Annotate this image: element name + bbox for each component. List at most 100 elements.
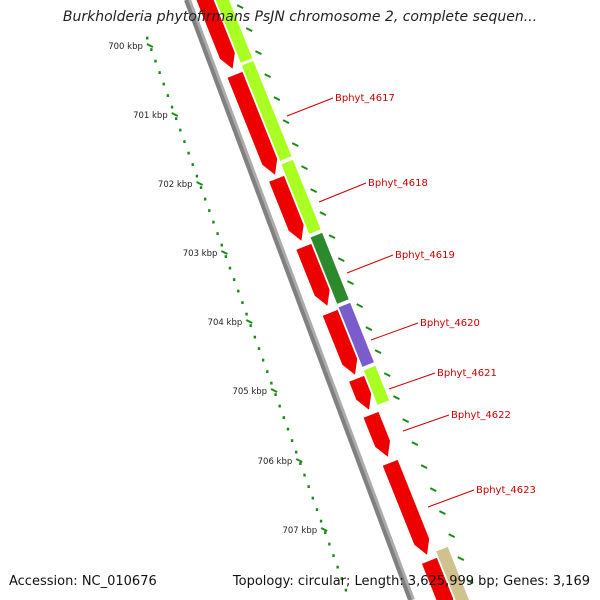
accession-text: Accession: NC_010676	[9, 574, 157, 589]
scale-dot	[212, 220, 215, 224]
cds-arrow	[269, 175, 304, 241]
outer-tick-mark	[429, 487, 437, 493]
scale-tick-mark	[295, 458, 303, 463]
gene-labels: Bphyt_4617 Bphyt_4618 Bphyt_4619 Bphyt_4620…	[286, 93, 536, 508]
outer-tick-mark	[439, 510, 446, 516]
scale-dot	[261, 358, 265, 362]
scale-dot	[237, 289, 240, 293]
scale-tick-label: 705 kbp	[232, 387, 267, 397]
outer-tick-mark	[236, 4, 244, 10]
gene-leader-line	[286, 97, 334, 117]
scale-dot	[303, 473, 306, 477]
gene-label: Bphyt_4618	[368, 178, 428, 189]
outer-tick-mark	[245, 27, 253, 33]
outer-tick-mark	[457, 556, 465, 562]
outer-tick-mark	[393, 395, 400, 401]
scale-dot	[332, 554, 335, 557]
cds-arrow	[349, 375, 372, 410]
gene-leader-line	[388, 372, 436, 390]
scale-dot	[266, 370, 269, 373]
scale-dot	[307, 485, 310, 488]
backbone-line	[184, 0, 412, 600]
scale-dot	[179, 128, 182, 132]
gene-leader-line	[402, 414, 450, 432]
scale-dot	[336, 565, 339, 569]
outer-tick-mark	[291, 142, 299, 148]
map-title: Burkholderia phytofirmans PsJN chromosom…	[62, 9, 538, 25]
scale-dot	[203, 197, 207, 201]
outer-tick-mark	[383, 372, 391, 378]
scale-dot	[232, 278, 236, 281]
scale-dot	[253, 335, 257, 339]
outer-tick-mark	[273, 96, 281, 102]
gene-label: Bphyt_4623	[476, 485, 536, 496]
scale-dot	[274, 393, 277, 396]
scale-dot	[158, 71, 161, 74]
outer-tick-mark	[356, 303, 364, 309]
scale-tick-mark	[320, 527, 328, 532]
scale-dot	[299, 462, 302, 465]
cog-block-lime	[241, 60, 293, 162]
scale-tick-mark	[220, 250, 228, 255]
cds-arrow	[363, 411, 391, 457]
cog-block-lime	[214, 0, 254, 64]
scale-dot	[220, 243, 223, 247]
outer-tick-mark	[466, 579, 474, 585]
scale-dot	[228, 266, 232, 270]
scale-tick-label: 702 kbp	[158, 180, 193, 190]
cds-arrow	[421, 557, 454, 600]
scale-tick-mark	[196, 181, 204, 186]
outer-tick-mark	[347, 280, 354, 286]
scale-dot	[295, 450, 298, 454]
outer-tick-mark	[319, 211, 327, 217]
gene-leader-line	[427, 489, 475, 508]
outer-tick-mark	[264, 73, 272, 79]
scale-dot	[328, 542, 331, 546]
outer-tick-mark	[448, 533, 456, 539]
cds-arrow	[227, 71, 278, 175]
scale-tick-mark	[245, 319, 253, 324]
outer-tick-mark	[402, 418, 410, 424]
scale-dot	[257, 347, 261, 350]
scale-dot	[340, 577, 343, 580]
outer-tick-mark	[301, 165, 308, 171]
scale-dot	[187, 151, 190, 155]
cog-block-green	[309, 232, 350, 305]
scale-tick-label: 700 kbp	[108, 42, 143, 52]
scale-dot	[174, 117, 178, 120]
outer-tick-mark	[255, 50, 262, 56]
scale-dot	[241, 301, 244, 304]
scale-dot	[195, 174, 199, 178]
scale-dot	[344, 588, 348, 592]
outer-tick-mark	[310, 188, 318, 194]
outer-tick-mark	[374, 349, 382, 355]
scale-dot	[311, 496, 314, 500]
scale-tick-mark	[270, 388, 278, 393]
scale-tick-label: 701 kbp	[133, 111, 168, 121]
scale-dot	[154, 59, 157, 63]
scale-dot	[319, 519, 323, 523]
scale-tick-label: 703 kbp	[183, 249, 218, 259]
cds-arrow	[322, 309, 358, 375]
scale-tick-label: 707 kbp	[282, 526, 317, 536]
scale-dot	[150, 48, 153, 51]
topology-text: Topology: circular; Length: 3,625,999 bp…	[232, 574, 590, 589]
scale-dot	[199, 186, 203, 189]
feature-track	[196, 0, 470, 600]
scale-tick-label: 706 kbp	[258, 457, 293, 467]
scale-tick-mark	[146, 43, 154, 48]
outer-tick-mark	[420, 464, 428, 470]
scale-tick-mark	[171, 112, 179, 117]
cds-arrow	[296, 243, 330, 306]
outer-tick-mark	[282, 119, 290, 125]
scale-dot	[270, 381, 273, 385]
cog-block-khaki	[435, 546, 470, 600]
scale-dot	[146, 36, 149, 40]
scale-tick-label: 704 kbp	[208, 318, 243, 328]
gene-label: Bphyt_4620	[420, 318, 480, 329]
scale-dot	[286, 427, 290, 431]
outer-tick-track	[236, 4, 474, 585]
cds-arrow	[382, 459, 430, 555]
